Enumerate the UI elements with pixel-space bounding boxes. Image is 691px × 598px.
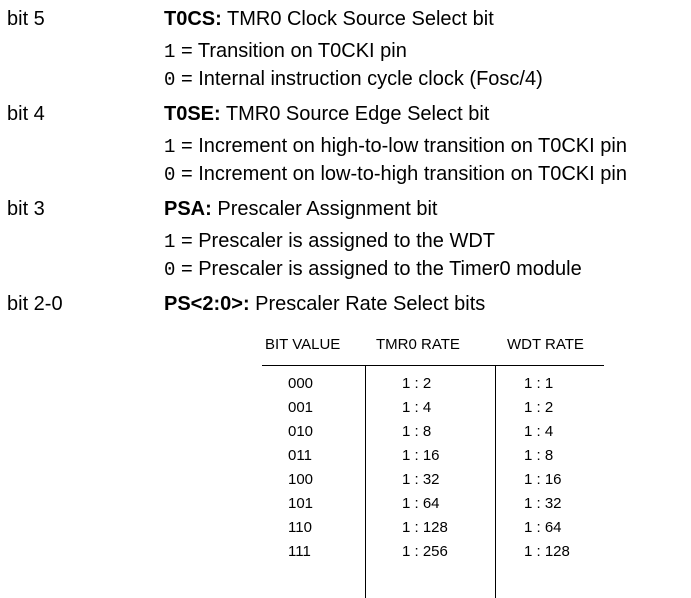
bit-name: PS<2:0>: bbox=[164, 293, 250, 315]
bit-name: T0CS: bbox=[164, 8, 222, 30]
wdt-rate-cell: 1 : 4 bbox=[524, 423, 554, 440]
column-header-wdt-rate: WDT RATE bbox=[507, 336, 584, 353]
table-row: 010 1 : 8 1 : 4 bbox=[262, 422, 604, 446]
option-code: 1 bbox=[164, 231, 176, 253]
bit-option: 0 = Internal instruction cycle clock (Fo… bbox=[164, 67, 543, 92]
column-divider bbox=[365, 366, 366, 598]
option-text: = Internal instruction cycle clock (Fosc… bbox=[175, 68, 543, 90]
option-text: = Increment on low-to-high transition on… bbox=[175, 163, 627, 185]
header-divider bbox=[262, 365, 604, 366]
option-text: = Prescaler is assigned to the WDT bbox=[175, 230, 495, 252]
tmr0-rate-cell: 1 : 256 bbox=[402, 543, 448, 560]
tmr0-rate-cell: 1 : 4 bbox=[402, 399, 432, 416]
tmr0-rate-cell: 1 : 2 bbox=[402, 375, 432, 392]
bit-title: T0SE: TMR0 Source Edge Select bit bbox=[164, 102, 489, 126]
table-row: 001 1 : 4 1 : 2 bbox=[262, 398, 604, 422]
table-row: 011 1 : 16 1 : 8 bbox=[262, 446, 604, 470]
bit-value-cell: 000 bbox=[288, 375, 314, 392]
table-row: 110 1 : 128 1 : 64 bbox=[262, 518, 604, 542]
tmr0-rate-cell: 1 : 128 bbox=[402, 519, 448, 536]
bit-description: TMR0 Clock Source Select bit bbox=[221, 8, 494, 30]
bit-value-cell: 101 bbox=[288, 495, 314, 512]
wdt-rate-cell: 1 : 32 bbox=[524, 495, 562, 512]
table-row: 100 1 : 32 1 : 16 bbox=[262, 470, 604, 494]
bit-label: bit 3 bbox=[7, 198, 45, 220]
bit-option: 1 = Prescaler is assigned to the WDT bbox=[164, 229, 495, 254]
bit-title: T0CS: TMR0 Clock Source Select bit bbox=[164, 7, 494, 31]
bit-title: PSA: Prescaler Assignment bit bbox=[164, 197, 437, 221]
option-text: = Transition on T0CKI pin bbox=[175, 40, 407, 62]
bit-value-cell: 010 bbox=[288, 423, 314, 440]
option-text: = Increment on high-to-low transition on… bbox=[175, 135, 627, 157]
option-code: 1 bbox=[164, 41, 176, 63]
table-row: 111 1 : 256 1 : 128 bbox=[262, 542, 604, 566]
tmr0-rate-cell: 1 : 32 bbox=[402, 471, 440, 488]
option-code: 1 bbox=[164, 136, 176, 158]
table-row: 101 1 : 64 1 : 32 bbox=[262, 494, 604, 518]
bit-value-cell: 001 bbox=[288, 399, 314, 416]
option-code: 0 bbox=[164, 164, 176, 186]
column-header-bit-value: BIT VALUE bbox=[265, 336, 341, 353]
bit-option: 0 = Increment on low-to-high transition … bbox=[164, 162, 627, 187]
bit-label: bit 5 bbox=[7, 8, 45, 30]
tmr0-rate-cell: 1 : 16 bbox=[402, 447, 440, 464]
bit-option: 1 = Increment on high-to-low transition … bbox=[164, 134, 627, 159]
bit-name: PSA: bbox=[164, 198, 212, 220]
bit-label: bit 4 bbox=[7, 103, 45, 125]
bit-label: bit 2-0 bbox=[7, 293, 63, 315]
wdt-rate-cell: 1 : 16 bbox=[524, 471, 562, 488]
wdt-rate-cell: 1 : 1 bbox=[524, 375, 554, 392]
wdt-rate-cell: 1 : 128 bbox=[524, 543, 570, 560]
bit-value-cell: 100 bbox=[288, 471, 314, 488]
bit-value-cell: 111 bbox=[288, 543, 311, 560]
bit-description: TMR0 Source Edge Select bit bbox=[220, 103, 490, 125]
option-code: 0 bbox=[164, 259, 176, 281]
wdt-rate-cell: 1 : 8 bbox=[524, 447, 554, 464]
table-body: 000 1 : 2 1 : 1 001 1 : 4 1 : 2 010 1 : … bbox=[262, 374, 604, 566]
table-row: 000 1 : 2 1 : 1 bbox=[262, 374, 604, 398]
bit-description: Prescaler Assignment bit bbox=[211, 198, 438, 220]
bit-value-cell: 011 bbox=[288, 447, 312, 464]
wdt-rate-cell: 1 : 64 bbox=[524, 519, 562, 536]
wdt-rate-cell: 1 : 2 bbox=[524, 399, 554, 416]
bit-option: 1 = Transition on T0CKI pin bbox=[164, 39, 407, 64]
column-divider bbox=[495, 366, 496, 598]
option-code: 0 bbox=[164, 69, 176, 91]
bit-title: PS<2:0>: Prescaler Rate Select bits bbox=[164, 292, 485, 316]
bit-value-cell: 110 bbox=[288, 519, 312, 536]
tmr0-rate-cell: 1 : 8 bbox=[402, 423, 432, 440]
bit-option: 0 = Prescaler is assigned to the Timer0 … bbox=[164, 257, 582, 282]
column-header-tmr0-rate: TMR0 RATE bbox=[376, 336, 460, 353]
option-text: = Prescaler is assigned to the Timer0 mo… bbox=[175, 258, 582, 280]
bit-name: T0SE: bbox=[164, 103, 221, 125]
bit-description: Prescaler Rate Select bits bbox=[249, 293, 486, 315]
tmr0-rate-cell: 1 : 64 bbox=[402, 495, 440, 512]
